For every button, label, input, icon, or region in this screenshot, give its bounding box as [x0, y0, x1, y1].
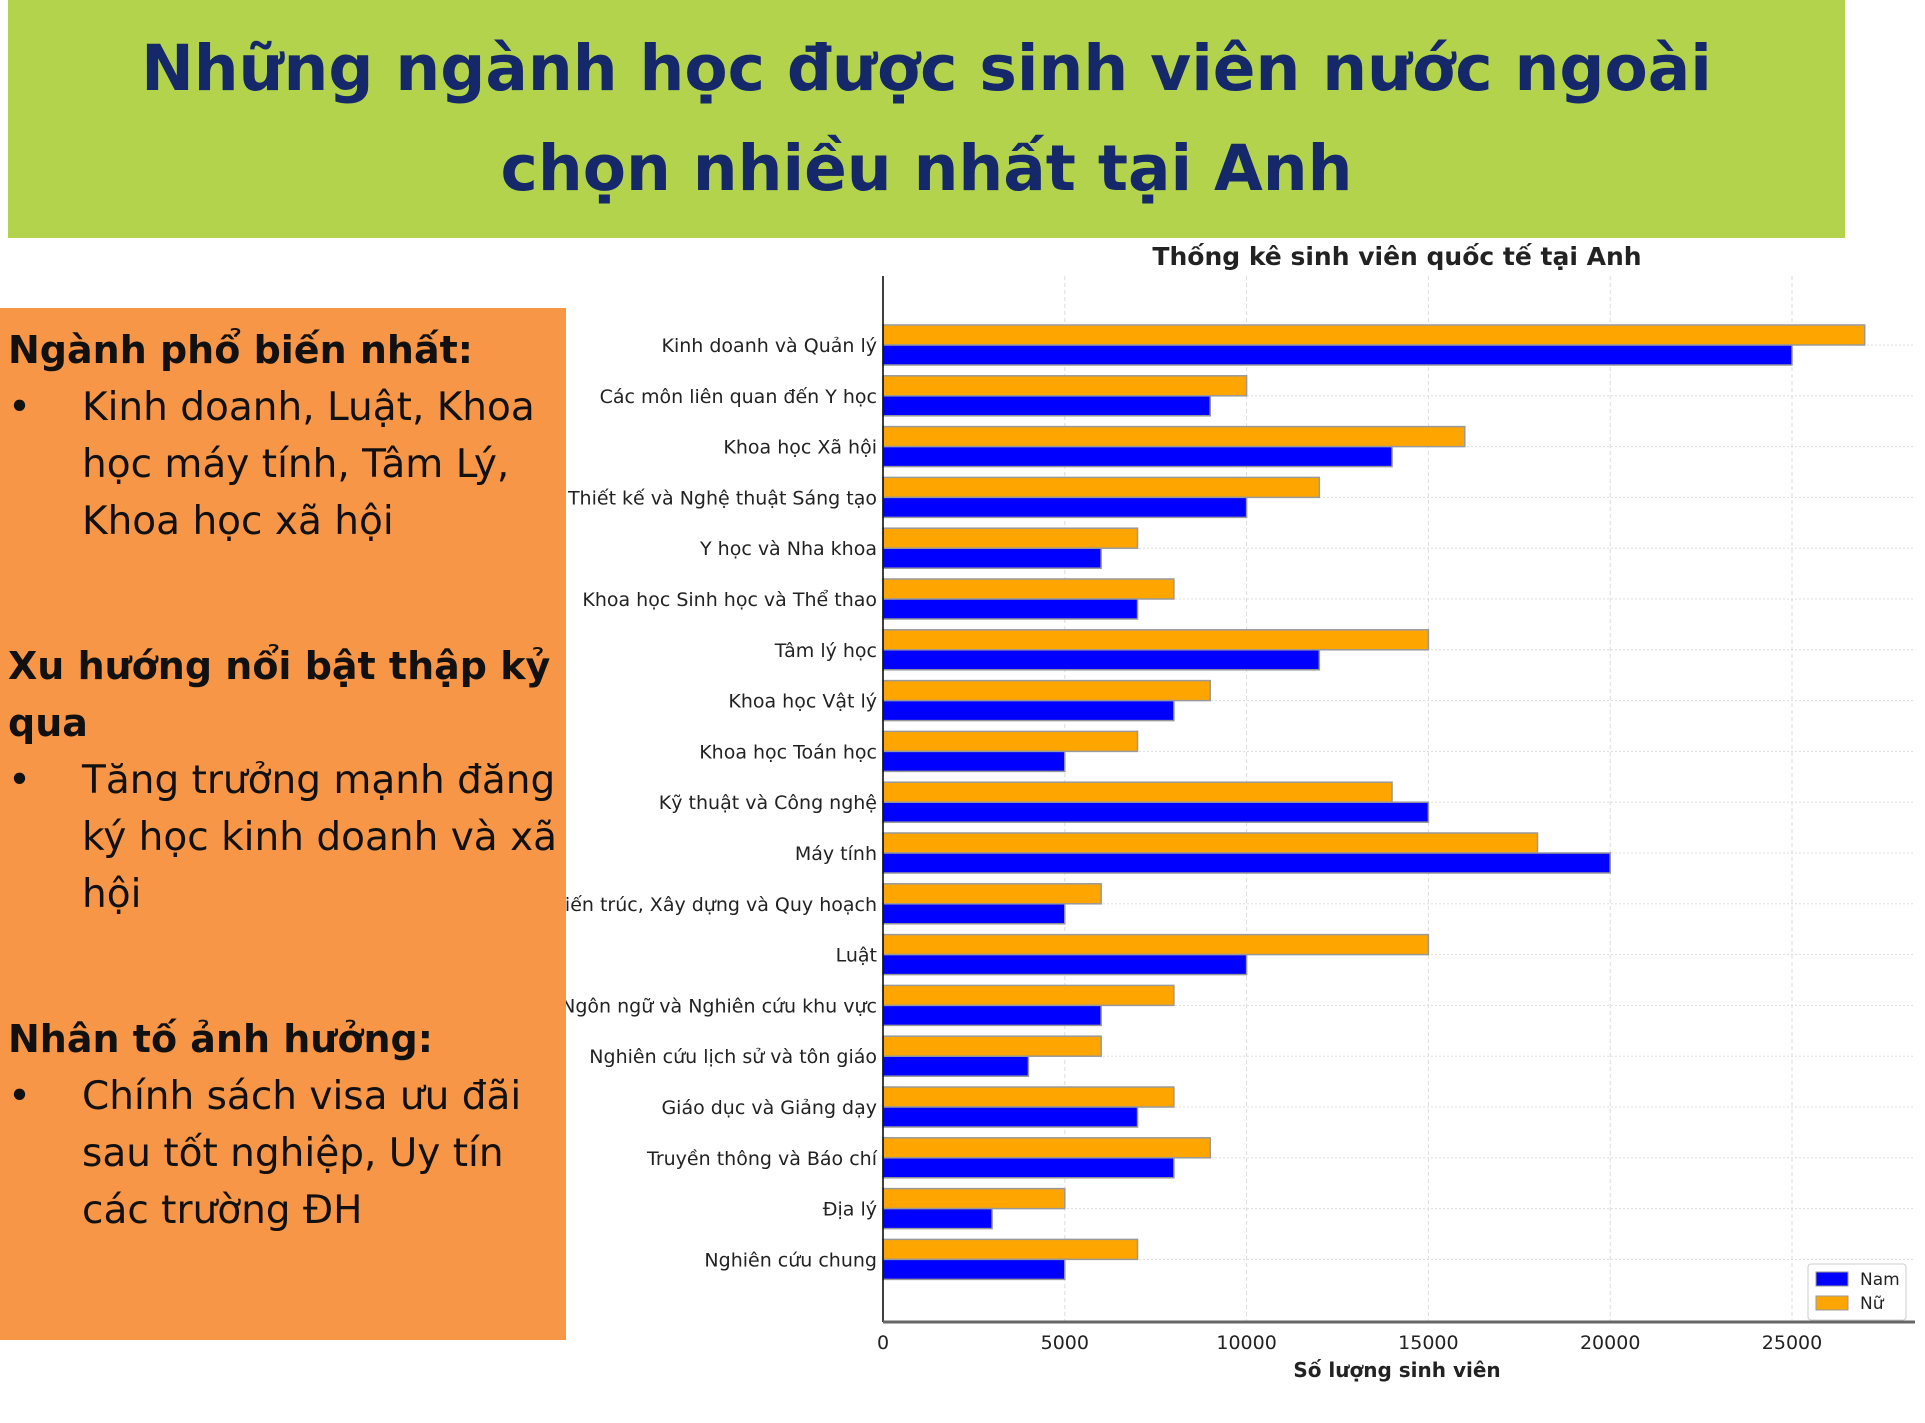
legend-swatch-nữ — [1815, 1295, 1849, 1311]
section-heading: Xu hướng nổi bật thập kỷ qua — [8, 644, 551, 745]
section-heading: Ngành phổ biến nhất: — [8, 328, 473, 372]
bar-nam — [882, 445, 1393, 468]
x-tick-label: 5000 — [1041, 1332, 1089, 1354]
x-tick-label: 15000 — [1398, 1332, 1458, 1354]
x-axis-label: Số lượng sinh viên — [1293, 1358, 1500, 1382]
category-label: Khoa học Sinh học và Thể thao — [582, 589, 877, 611]
bullet-item: • Chính sách visa ưu đãi sau tốt nghiệp, … — [8, 1068, 566, 1239]
category-label: Giáo dục và Giảng dạy — [661, 1097, 877, 1119]
bar-nam — [882, 1157, 1175, 1179]
bar-nu — [882, 1137, 1211, 1159]
category-label: Kinh doanh và Quản lý — [662, 335, 878, 357]
title-banner: Những ngành học được sinh viên nước ngoà… — [8, 0, 1845, 238]
legend-label: Nữ — [1860, 1294, 1885, 1314]
bar-nu — [882, 375, 1248, 397]
bar-nam — [882, 801, 1430, 823]
section-heading: Nhân tố ảnh hưởng: — [8, 1017, 433, 1061]
bar-nam — [882, 953, 1248, 976]
bar-nu — [882, 629, 1430, 651]
category-label: Nghiên cứu chung — [704, 1249, 877, 1271]
category-label: Khoa học Xã hội — [723, 437, 877, 459]
category-label: Luật — [836, 945, 877, 967]
bar-nu — [882, 1086, 1175, 1108]
bar-nam — [882, 344, 1793, 366]
bullet-icon: • — [8, 1074, 32, 1119]
bar-nu — [882, 679, 1211, 702]
bar-nam — [882, 395, 1211, 417]
summary-panel: Ngành phổ biến nhất: • Kinh doanh, Luật, … — [0, 308, 566, 1340]
legend-label: Nam — [1860, 1270, 1900, 1290]
bar-nam — [882, 699, 1175, 722]
bar-nu — [882, 578, 1175, 600]
category-label: Kiến trúc, Xây dựng và Quy hoạch — [552, 894, 877, 916]
bar-nu — [882, 1238, 1139, 1261]
bullet-icon: • — [8, 758, 32, 803]
title-line-2: chọn nhiều nhất tại Anh — [500, 132, 1353, 205]
bar-nu — [882, 425, 1466, 448]
bar-nam — [882, 496, 1248, 519]
category-label: Y học và Nha khoa — [699, 538, 877, 560]
bullet-text: Tăng trưởng mạnh đăng ký học kinh doanh … — [82, 758, 558, 917]
page-title: Những ngành học được sinh viên nước ngoà… — [141, 19, 1712, 219]
category-label: Truyền thông và Báo chí — [646, 1148, 878, 1170]
x-tick-label: 10000 — [1216, 1332, 1276, 1354]
x-tick-label: 20000 — [1580, 1332, 1640, 1354]
bar-nu — [882, 832, 1539, 854]
category-label: Tâm lý học — [774, 640, 877, 662]
category-label: Kỹ thuật và Công nghệ — [659, 792, 877, 814]
category-label: Máy tính — [795, 843, 877, 865]
title-line-1: Những ngành học được sinh viên nước ngoà… — [141, 32, 1712, 105]
bar-nu — [882, 984, 1175, 1007]
bullet-item: • Tăng trưởng mạnh đăng ký học kinh doanh… — [8, 752, 566, 923]
bar-nam — [882, 852, 1611, 874]
bullet-item: • Kinh doanh, Luật, Khoa học máy tính, Tâ… — [8, 379, 566, 550]
bar-nam — [882, 649, 1321, 671]
bullet-text: Chính sách visa ưu đãi sau tốt nghiệp, U… — [82, 1074, 522, 1233]
bar-nam — [882, 547, 1102, 569]
bar-nam — [882, 1258, 1066, 1281]
bar-nu — [882, 527, 1139, 549]
legend-swatch-nam — [1815, 1271, 1849, 1287]
bar-nam — [882, 1106, 1139, 1128]
bar-nam — [882, 1004, 1102, 1027]
bar-nam — [882, 750, 1066, 773]
bar-nam — [882, 1055, 1030, 1077]
bar-nam — [882, 1207, 993, 1230]
category-label: Khoa học Toán học — [699, 741, 877, 763]
bar-nu — [882, 883, 1102, 905]
category-label: Thiết kế và Nghệ thuật Sáng tạo — [567, 487, 877, 509]
category-label: Các môn liên quan đến Y học — [600, 386, 877, 408]
chart-title: Thống kê sinh viên quốc tế tại Anh — [1152, 242, 1641, 271]
category-label: Địa lý — [823, 1199, 877, 1221]
bar-nu — [882, 1187, 1066, 1210]
bar-nu — [882, 730, 1139, 753]
bar-nu — [882, 1035, 1102, 1057]
x-tick-label: 0 — [877, 1332, 889, 1354]
bar-nu — [882, 781, 1393, 803]
bullet-text: Kinh doanh, Luật, Khoa học máy tính, Tâm… — [82, 385, 535, 544]
bar-nu — [882, 933, 1430, 956]
category-label: Khoa học Vật lý — [728, 691, 877, 713]
x-tick-label: 25000 — [1762, 1332, 1822, 1354]
category-label: Nghiên cứu lịch sử và tôn giáo — [589, 1046, 877, 1068]
bullet-icon: • — [8, 385, 32, 430]
bar-nam — [882, 598, 1139, 620]
bar-nam — [882, 903, 1066, 925]
bar-nu — [882, 476, 1321, 499]
category-label: Ngôn ngữ và Nghiên cứu khu vực — [561, 995, 877, 1017]
bar-nu — [882, 324, 1866, 346]
